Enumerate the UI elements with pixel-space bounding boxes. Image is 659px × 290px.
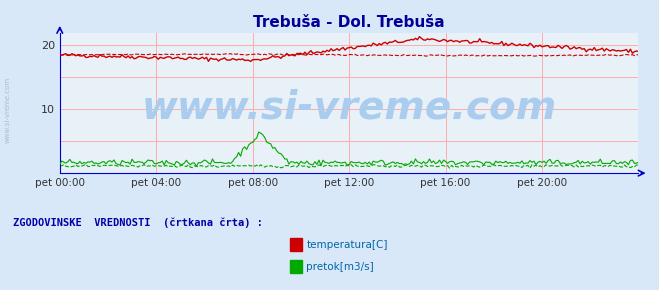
Text: www.si-vreme.com: www.si-vreme.com (5, 77, 11, 143)
Title: Trebuša - Dol. Trebuša: Trebuša - Dol. Trebuša (253, 15, 445, 30)
Text: ZGODOVINSKE  VREDNOSTI  (črtkana črta) :: ZGODOVINSKE VREDNOSTI (črtkana črta) : (13, 218, 263, 228)
Text: pretok[m3/s]: pretok[m3/s] (306, 262, 374, 272)
Text: temperatura[C]: temperatura[C] (306, 240, 388, 250)
Text: www.si-vreme.com: www.si-vreme.com (142, 88, 557, 126)
